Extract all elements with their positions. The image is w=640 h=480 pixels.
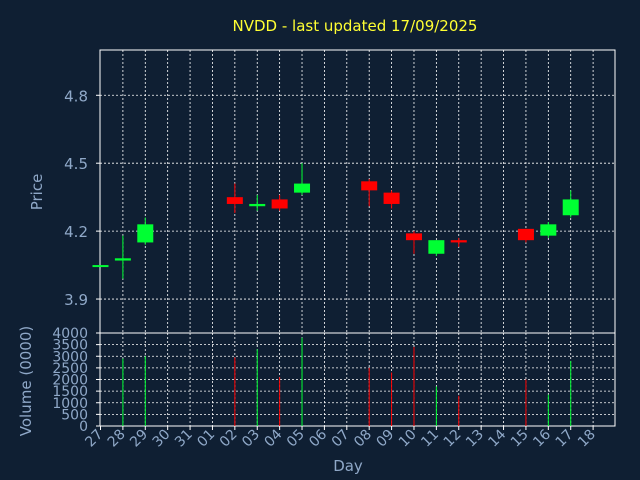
candle-body — [405, 233, 422, 241]
candle-body — [450, 240, 467, 243]
candle-body — [294, 183, 311, 193]
candle-body — [271, 199, 288, 209]
volume-tick-label: 2000 — [52, 373, 88, 389]
candle-body — [249, 203, 266, 207]
candle-body — [361, 181, 378, 191]
volume-tick-label: 2500 — [52, 361, 88, 377]
volume-tick-label: 4000 — [52, 326, 88, 342]
volume-tick-label: 500 — [61, 407, 88, 423]
price-tick-labels: 3.9 4.2 4.5 4.8 — [64, 87, 100, 309]
x-tick-label: 29 — [127, 427, 151, 451]
x-tick-label: 09 — [373, 427, 397, 451]
candle-body — [226, 197, 243, 204]
volume-tick-label: 3500 — [52, 338, 88, 354]
price-tick-label: 4.5 — [64, 155, 88, 173]
price-plot-frame — [99, 49, 616, 334]
x-tick-label: 05 — [284, 427, 308, 451]
x-tick-label: 15 — [508, 427, 532, 451]
x-tick-label: 10 — [396, 427, 420, 451]
price-candles — [92, 163, 579, 279]
volume-tick-label: 1500 — [52, 384, 88, 400]
candle-body — [517, 228, 534, 241]
x-tick-label: 07 — [329, 427, 353, 451]
volume-tick-label: 1000 — [52, 396, 88, 412]
price-panel: 3.9 4.2 4.5 4.8 — [64, 49, 616, 334]
x-axis-label: Day — [333, 457, 363, 475]
x-tick-label: 17 — [553, 427, 577, 451]
volume-axis-label: Volume (0000) — [17, 326, 35, 436]
volume-bars — [122, 337, 572, 426]
candle-body — [92, 265, 109, 268]
price-grid — [100, 50, 615, 333]
price-tick-label: 4.8 — [64, 87, 88, 105]
x-tick-label: 31 — [172, 427, 196, 451]
x-tick-label: 12 — [441, 427, 465, 451]
chart-title: NVDD - last updated 17/09/2025 — [233, 17, 478, 35]
x-tick-label: 03 — [239, 427, 263, 451]
x-tick-label: 13 — [463, 427, 487, 451]
price-tick-label: 4.2 — [64, 223, 88, 241]
volume-grid — [100, 332, 615, 427]
candle-body — [562, 199, 579, 216]
candle-body — [428, 240, 445, 254]
candle-body — [383, 192, 400, 204]
x-tick-label: 08 — [351, 427, 375, 451]
x-tick-label: 16 — [530, 426, 554, 450]
volume-tick-label: 0 — [79, 419, 88, 435]
price-tick-label: 3.9 — [64, 291, 88, 309]
x-tick-label: 06 — [306, 426, 330, 450]
x-tick-label: 14 — [485, 426, 509, 450]
x-tick-label: 11 — [418, 427, 442, 451]
x-tick-label: 01 — [194, 427, 218, 451]
x-tick-label: 02 — [217, 427, 241, 451]
candle-body — [137, 224, 154, 243]
volume-tick-label: 3000 — [52, 349, 88, 365]
x-tick-label: 18 — [575, 427, 599, 451]
x-tick-labels: 2728293031010203040506070809101112131415… — [82, 426, 599, 450]
x-tick-label: 28 — [105, 427, 129, 451]
x-tick-label: 04 — [262, 426, 286, 450]
price-axis-label: Price — [28, 174, 46, 211]
x-tick-label: 30 — [150, 427, 174, 451]
candle-body — [114, 258, 131, 261]
candle-body — [540, 224, 557, 236]
